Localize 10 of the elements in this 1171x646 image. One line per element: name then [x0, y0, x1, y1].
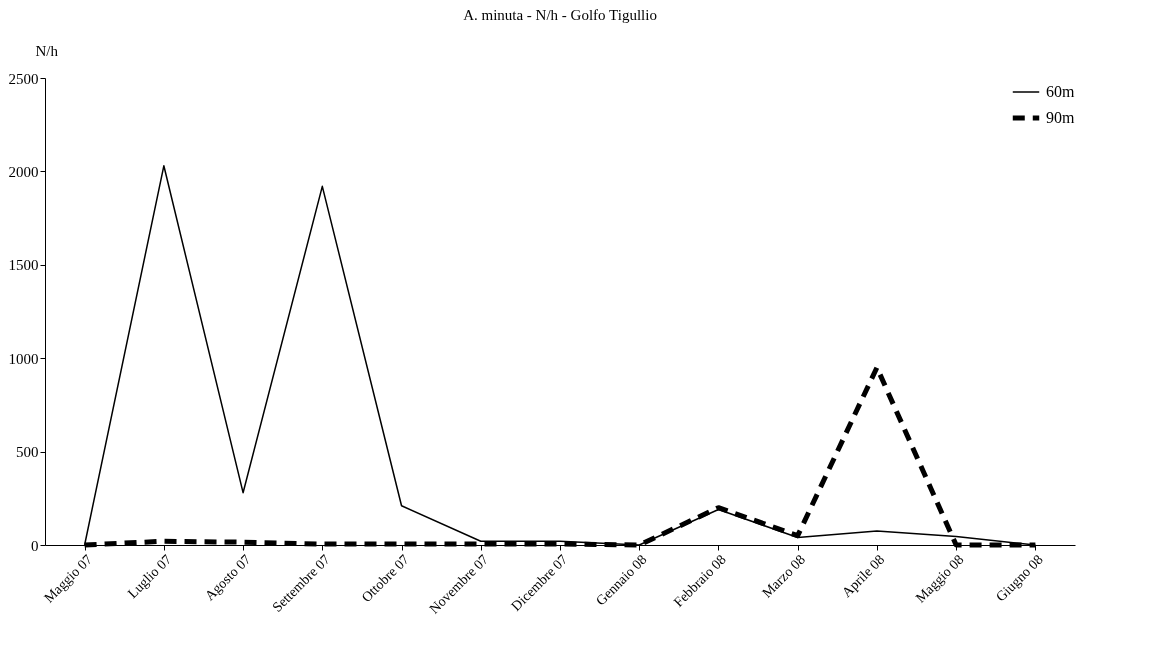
- y-tick-label: 500: [16, 444, 39, 461]
- y-tick-label: 1000: [8, 350, 39, 367]
- legend-label: 60m: [1046, 83, 1075, 100]
- y-tick-label: 1500: [8, 257, 39, 274]
- chart-title: A. minuta - N/h - Golfo Tigullio: [463, 7, 657, 23]
- y-tick-label: 2000: [8, 163, 39, 180]
- y-tick-label: 0: [31, 537, 39, 554]
- y-axis-title: N/h: [35, 42, 59, 59]
- y-tick-label: 2500: [8, 70, 39, 87]
- legend-label: 90m: [1046, 109, 1075, 126]
